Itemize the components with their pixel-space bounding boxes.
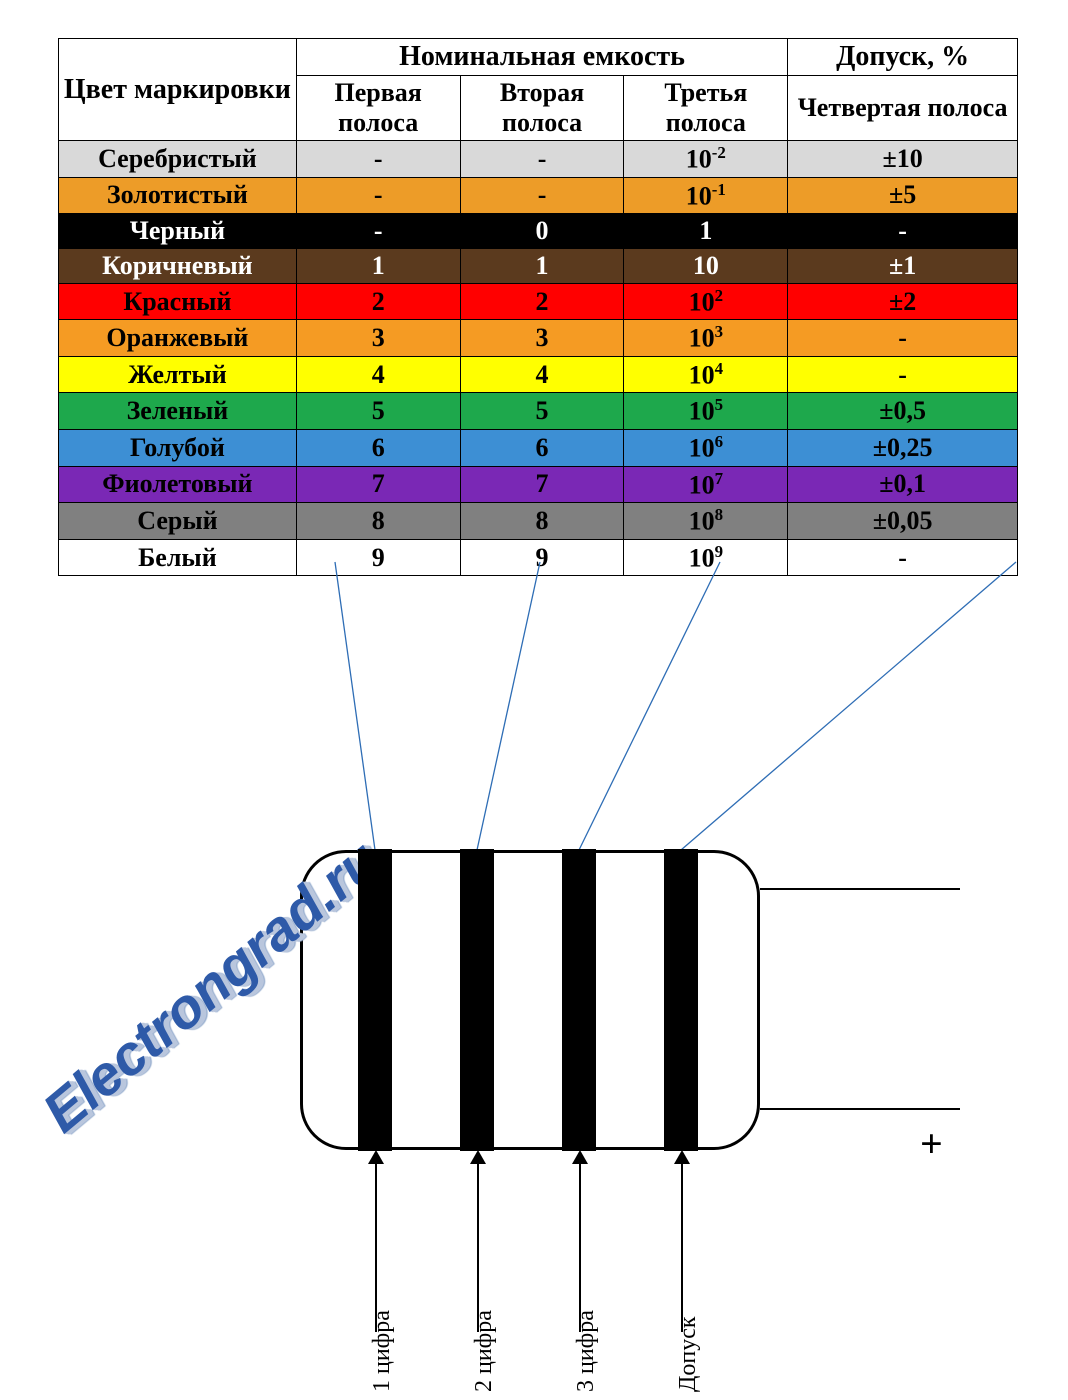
cell-color-name: Белый (59, 539, 297, 576)
table-row: Белый99109- (59, 539, 1018, 576)
cell-band1: - (296, 177, 460, 214)
cell-tolerance: ±0,05 (788, 503, 1018, 540)
cell-band1: 7 (296, 466, 460, 503)
color-band-3 (562, 849, 596, 1151)
cell-band1: 1 (296, 248, 460, 283)
cell-band1: 6 (296, 430, 460, 467)
arrow-label-1: 1 цифра (369, 1310, 396, 1392)
lead-1 (760, 888, 960, 890)
cell-band2: 8 (460, 503, 624, 540)
cell-band3: 102 (624, 283, 788, 320)
table-row: Зеленый55105±0,5 (59, 393, 1018, 430)
cell-band1: 3 (296, 320, 460, 357)
cell-color-name: Серебристый (59, 140, 297, 177)
table-row: Черный-01- (59, 214, 1018, 249)
cell-color-name: Золотистый (59, 177, 297, 214)
page: Цвет маркировки Номинальная емкость Допу… (0, 0, 1068, 1400)
cell-band3: 107 (624, 466, 788, 503)
cell-tolerance: ±10 (788, 140, 1018, 177)
cell-band1: 2 (296, 283, 460, 320)
cell-tolerance: ±2 (788, 283, 1018, 320)
cell-tolerance: ±0,25 (788, 430, 1018, 467)
cell-color-name: Зеленый (59, 393, 297, 430)
arrow-2 (477, 1152, 479, 1332)
cell-color-name: Фиолетовый (59, 466, 297, 503)
cell-band1: - (296, 140, 460, 177)
table-row: Золотистый--10-1±5 (59, 177, 1018, 214)
cell-band3: 109 (624, 539, 788, 576)
cell-color-name: Оранжевый (59, 320, 297, 357)
cell-band1: 8 (296, 503, 460, 540)
cell-band3: 105 (624, 393, 788, 430)
cell-band3: 103 (624, 320, 788, 357)
cell-color-name: Красный (59, 283, 297, 320)
cell-band2: 6 (460, 430, 624, 467)
color-band-1 (358, 849, 392, 1151)
table-row: Коричневый1110±1 (59, 248, 1018, 283)
arrow-label-3: 3 цифра (573, 1310, 600, 1392)
cell-color-name: Черный (59, 214, 297, 249)
plus-sign: + (920, 1120, 943, 1167)
cell-tolerance: - (788, 320, 1018, 357)
cell-band1: 9 (296, 539, 460, 576)
cell-color-name: Голубой (59, 430, 297, 467)
table-row: Фиолетовый77107±0,1 (59, 466, 1018, 503)
cell-band1: - (296, 214, 460, 249)
cell-tolerance: - (788, 539, 1018, 576)
th-tolerance: Допуск, % (788, 39, 1018, 76)
table-row: Серебристый--10-2±10 (59, 140, 1018, 177)
cell-band1: 5 (296, 393, 460, 430)
cell-color-name: Коричневый (59, 248, 297, 283)
th-nominal: Номинальная емкость (296, 39, 787, 76)
cell-tolerance: ±1 (788, 248, 1018, 283)
th-band4: Четвертая полоса (788, 76, 1018, 141)
cell-tolerance: ±0,5 (788, 393, 1018, 430)
arrow-3 (579, 1152, 581, 1332)
arrow-4 (681, 1152, 683, 1332)
arrow-label-2: 2 цифра (471, 1310, 498, 1392)
table-row: Серый88108±0,05 (59, 503, 1018, 540)
cell-color-name: Серый (59, 503, 297, 540)
table-row: Красный22102±2 (59, 283, 1018, 320)
cell-band2: - (460, 177, 624, 214)
cell-band2: 7 (460, 466, 624, 503)
color-code-table: Цвет маркировки Номинальная емкость Допу… (58, 38, 1018, 576)
cell-band3: 10-1 (624, 177, 788, 214)
cell-band2: 2 (460, 283, 624, 320)
cell-band3: 1 (624, 214, 788, 249)
cell-band2: 4 (460, 356, 624, 393)
cell-band2: 3 (460, 320, 624, 357)
cell-band2: 9 (460, 539, 624, 576)
cell-tolerance: ±0,1 (788, 466, 1018, 503)
cell-tolerance: - (788, 214, 1018, 249)
arrow-label-4: Допуск (675, 1316, 702, 1392)
color-band-4 (664, 849, 698, 1151)
cell-band2: 1 (460, 248, 624, 283)
cell-band3: 108 (624, 503, 788, 540)
cell-band3: 10-2 (624, 140, 788, 177)
color-band-2 (460, 849, 494, 1151)
cell-tolerance: - (788, 356, 1018, 393)
lead-2 (760, 1108, 960, 1110)
cell-band3: 104 (624, 356, 788, 393)
cell-band2: 0 (460, 214, 624, 249)
cell-band3: 10 (624, 248, 788, 283)
cell-band2: 5 (460, 393, 624, 430)
cell-band1: 4 (296, 356, 460, 393)
cell-band2: - (460, 140, 624, 177)
th-band3: Третья полоса (624, 76, 788, 141)
th-band1: Первая полоса (296, 76, 460, 141)
cell-band3: 106 (624, 430, 788, 467)
table-row: Голубой66106±0,25 (59, 430, 1018, 467)
connector-lines (0, 560, 1068, 900)
table-row: Оранжевый33103- (59, 320, 1018, 357)
th-color: Цвет маркировки (59, 39, 297, 141)
cell-color-name: Желтый (59, 356, 297, 393)
cell-tolerance: ±5 (788, 177, 1018, 214)
th-band2: Вторая полоса (460, 76, 624, 141)
table-row: Желтый44104- (59, 356, 1018, 393)
arrow-1 (375, 1152, 377, 1332)
